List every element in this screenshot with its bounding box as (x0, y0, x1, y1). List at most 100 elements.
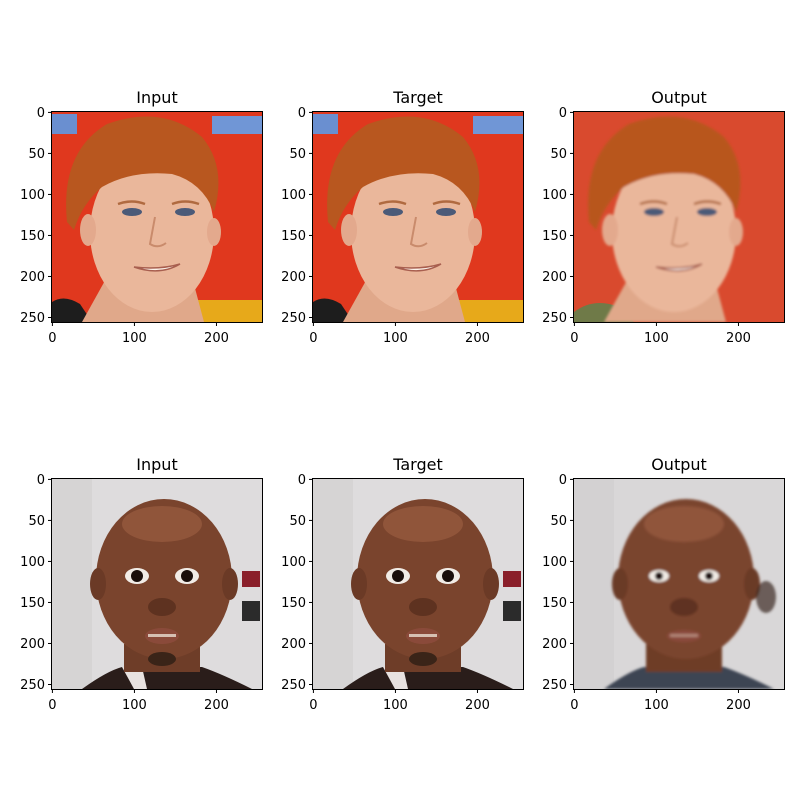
y-tick-label: 250 (281, 678, 306, 693)
axes-frame (573, 478, 785, 690)
clothing (313, 298, 353, 322)
right-eye (175, 208, 195, 216)
backdrop-shade (574, 479, 614, 689)
photo (313, 479, 523, 689)
x-tick-label: 200 (726, 698, 751, 713)
y-tick-label: 200 (20, 270, 45, 285)
left-ear (602, 214, 618, 246)
right-brow (693, 200, 722, 206)
y-tick-label: 50 (289, 147, 306, 162)
left-eye (383, 208, 403, 216)
panel-title: Input (136, 455, 177, 474)
right-ear (222, 568, 238, 600)
sign-fragment (212, 116, 262, 134)
left-pupil (392, 570, 404, 582)
right-pupil (181, 570, 193, 582)
y-tick-label: 150 (20, 596, 45, 611)
x-tick-label: 0 (48, 698, 56, 713)
y-tick-label: 250 (20, 678, 45, 693)
y-tick-label: 200 (20, 637, 45, 652)
x-tick-label: 100 (122, 331, 147, 346)
x-tick-label: 100 (644, 698, 669, 713)
axes-frame (51, 478, 263, 690)
y-tick-label: 50 (550, 514, 567, 529)
goatee (148, 652, 176, 666)
sign-fragment (52, 114, 77, 134)
axes-frame (573, 111, 785, 323)
left-eye (122, 208, 142, 216)
x-tick-label: 100 (383, 698, 408, 713)
x-tick-label: 0 (48, 331, 56, 346)
y-tick-label: 250 (281, 311, 306, 326)
y-tick-label: 100 (20, 188, 45, 203)
hair-tuft (756, 581, 776, 613)
head (618, 499, 754, 659)
scalp-highlight (383, 506, 463, 542)
y-tick-label: 150 (20, 229, 45, 244)
hair (588, 116, 741, 230)
x-tick-label: 100 (122, 698, 147, 713)
sign-fragment (473, 116, 523, 134)
y-tick-label: 250 (542, 678, 567, 693)
hair (66, 116, 219, 230)
x-tick-label: 0 (309, 698, 317, 713)
y-tick-label: 0 (37, 473, 45, 488)
y-tick-label: 200 (281, 637, 306, 652)
right-ear (207, 218, 221, 246)
x-tick-label: 200 (204, 698, 229, 713)
left-brow (378, 200, 407, 206)
axes-frame (312, 478, 524, 690)
photo (313, 112, 523, 322)
y-tick-label: 250 (20, 311, 45, 326)
y-tick-label: 0 (298, 473, 306, 488)
left-ear (80, 214, 96, 246)
mouth (655, 263, 703, 272)
y-tick-label: 50 (28, 147, 45, 162)
panel-title: Target (392, 455, 443, 474)
photo (52, 112, 262, 322)
goatee (409, 652, 437, 666)
panel-title: Output (651, 455, 707, 474)
y-tick-label: 0 (298, 106, 306, 121)
backdrop-shade (313, 479, 353, 689)
right-ear (483, 568, 499, 600)
photo (574, 479, 784, 689)
y-tick-label: 100 (281, 555, 306, 570)
y-tick-label: 150 (542, 229, 567, 244)
y-tick-label: 200 (281, 270, 306, 285)
y-tick-label: 100 (281, 188, 306, 203)
y-tick-label: 100 (542, 188, 567, 203)
nose (409, 216, 428, 248)
y-tick-label: 0 (37, 106, 45, 121)
right-pupil (442, 570, 454, 582)
y-tick-label: 200 (542, 270, 567, 285)
teeth (670, 634, 698, 637)
left-pupil (131, 570, 143, 582)
jacket (82, 667, 252, 689)
left-pupil (655, 572, 663, 580)
right-ear (729, 218, 743, 246)
hair (327, 116, 480, 230)
x-tick-label: 200 (465, 331, 490, 346)
left-brow (117, 200, 146, 206)
backdrop-shade (52, 479, 92, 689)
head (357, 499, 493, 659)
y-tick-label: 100 (20, 555, 45, 570)
left-ear (341, 214, 357, 246)
clothing (52, 298, 92, 322)
right-eye (697, 208, 717, 216)
left-ear (351, 568, 367, 600)
nose (670, 216, 689, 248)
shirt-collar (383, 667, 408, 689)
x-tick-label: 0 (570, 698, 578, 713)
head (96, 499, 232, 659)
panel-title: Input (136, 88, 177, 107)
teeth (409, 634, 437, 637)
mouth (133, 263, 181, 272)
y-tick-label: 50 (289, 514, 306, 529)
